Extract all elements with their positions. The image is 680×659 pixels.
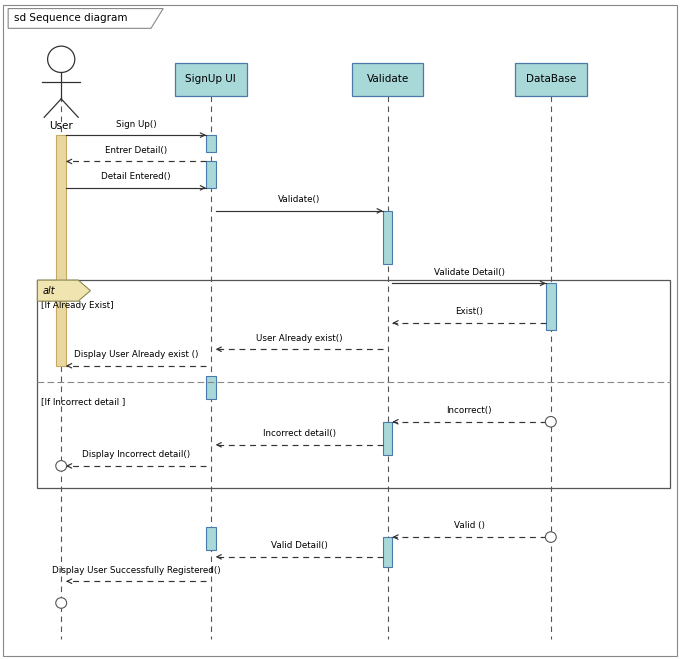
Circle shape (48, 46, 75, 72)
Bar (515, 63, 586, 96)
Bar (37, 280, 670, 488)
Text: sd Sequence diagram: sd Sequence diagram (14, 13, 127, 24)
Text: [If Already Exist]: [If Already Exist] (41, 301, 114, 310)
Bar (206, 161, 216, 188)
Text: Validate Detail(): Validate Detail() (434, 268, 505, 277)
Text: Valid (): Valid () (454, 521, 485, 530)
Text: [If Incorrect detail ]: [If Incorrect detail ] (41, 397, 125, 406)
Text: Exist(): Exist() (455, 307, 483, 316)
Bar (206, 135, 216, 152)
Bar (56, 135, 66, 366)
Circle shape (545, 532, 556, 542)
Text: Validate(): Validate() (278, 195, 320, 204)
Bar (352, 63, 423, 96)
Text: Detail Entered(): Detail Entered() (101, 172, 171, 181)
Circle shape (56, 598, 67, 608)
Text: Display User Successfully Registered(): Display User Successfully Registered() (52, 565, 220, 575)
Text: alt: alt (42, 285, 55, 296)
Bar (175, 63, 246, 96)
Text: User: User (50, 121, 73, 130)
Bar (383, 537, 392, 567)
Polygon shape (8, 9, 163, 28)
Polygon shape (37, 280, 90, 301)
Text: Entrer Detail(): Entrer Detail() (105, 146, 167, 155)
Text: SignUp UI: SignUp UI (186, 74, 236, 84)
Bar (383, 422, 392, 455)
Text: Valid Detail(): Valid Detail() (271, 541, 328, 550)
Text: Incorrect(): Incorrect() (446, 406, 492, 415)
Text: Validate: Validate (367, 74, 409, 84)
Text: DataBase: DataBase (526, 74, 576, 84)
Circle shape (56, 461, 67, 471)
Bar (206, 376, 216, 399)
Bar (546, 283, 556, 330)
Text: Display Incorrect detail(): Display Incorrect detail() (82, 450, 190, 459)
Bar (383, 211, 392, 264)
Text: User Already exist(): User Already exist() (256, 333, 343, 343)
Text: Display User Already exist (): Display User Already exist () (73, 350, 199, 359)
Text: Sign Up(): Sign Up() (116, 119, 156, 129)
Text: Incorrect detail(): Incorrect detail() (262, 429, 336, 438)
Bar (206, 527, 216, 550)
Circle shape (545, 416, 556, 427)
